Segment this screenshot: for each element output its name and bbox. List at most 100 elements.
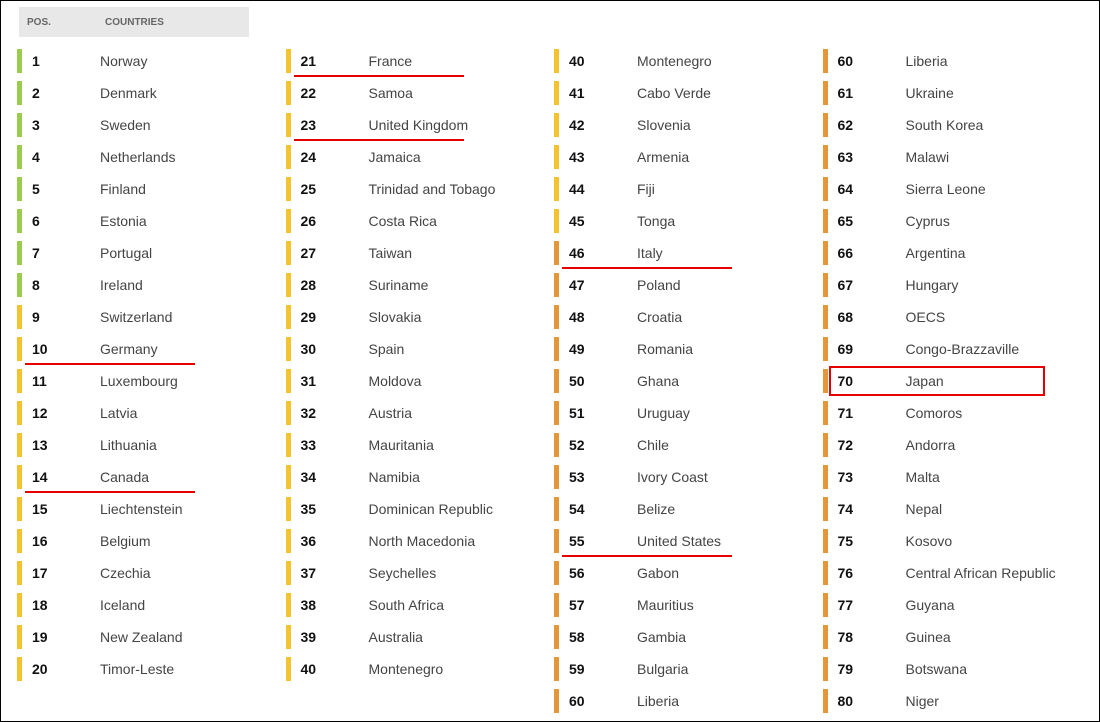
rank-position: 12 — [22, 405, 100, 421]
ranking-row: 1Norway — [17, 45, 278, 77]
ranking-row: 49Romania — [554, 333, 815, 365]
country-name: Argentina — [906, 245, 966, 261]
rank-position: 77 — [828, 597, 906, 613]
ranking-row: 46Italy — [554, 237, 815, 269]
country-name: Denmark — [100, 85, 157, 101]
country-name: Uruguay — [637, 405, 690, 421]
country-name: Slovenia — [637, 117, 691, 133]
country-name: Costa Rica — [369, 213, 437, 229]
country-name: Hungary — [906, 277, 959, 293]
table-header: POS. COUNTRIES — [19, 7, 249, 37]
ranking-row: 8Ireland — [17, 269, 278, 301]
ranking-row: 72Andorra — [823, 429, 1084, 461]
country-name: Gambia — [637, 629, 686, 645]
rank-position: 2 — [22, 85, 100, 101]
country-name: Guinea — [906, 629, 951, 645]
ranking-row: 44Fiji — [554, 173, 815, 205]
country-name: Malawi — [906, 149, 950, 165]
rank-position: 30 — [291, 341, 369, 357]
rank-position: 36 — [291, 533, 369, 549]
rank-position: 64 — [828, 181, 906, 197]
country-name: Ukraine — [906, 85, 954, 101]
rank-position: 43 — [559, 149, 637, 165]
ranking-row: 3Sweden — [17, 109, 278, 141]
ranking-row: 60Liberia — [823, 45, 1084, 77]
country-name: Liechtenstein — [100, 501, 183, 517]
ranking-row: 58Gambia — [554, 621, 815, 653]
ranking-row: 59Bulgaria — [554, 653, 815, 685]
rank-position: 20 — [22, 661, 100, 677]
country-name: Congo-Brazzaville — [906, 341, 1020, 357]
rank-position: 47 — [559, 277, 637, 293]
ranking-row: 64Sierra Leone — [823, 173, 1084, 205]
country-name: Australia — [369, 629, 423, 645]
rank-position: 38 — [291, 597, 369, 613]
ranking-row: 13Lithuania — [17, 429, 278, 461]
ranking-row: 78Guinea — [823, 621, 1084, 653]
ranking-row: 65Cyprus — [823, 205, 1084, 237]
country-name: Czechia — [100, 565, 151, 581]
country-name: Suriname — [369, 277, 429, 293]
rank-position: 73 — [828, 469, 906, 485]
ranking-row: 35Dominican Republic — [286, 493, 547, 525]
rank-position: 6 — [22, 213, 100, 229]
rank-position: 45 — [559, 213, 637, 229]
country-name: Canada — [100, 469, 149, 485]
country-name: Nepal — [906, 501, 943, 517]
country-name: Ghana — [637, 373, 679, 389]
country-name: Kosovo — [906, 533, 953, 549]
rank-position: 68 — [828, 309, 906, 325]
rank-position: 51 — [559, 405, 637, 421]
country-name: Spain — [369, 341, 405, 357]
country-name: Niger — [906, 693, 939, 709]
ranking-column: 21France22Samoa23United Kingdom24Jamaica… — [282, 45, 551, 713]
ranking-row: 31Moldova — [286, 365, 547, 397]
country-name: Taiwan — [369, 245, 413, 261]
rank-position: 3 — [22, 117, 100, 133]
country-name: Ireland — [100, 277, 143, 293]
country-name: Malta — [906, 469, 940, 485]
ranking-columns: 1Norway2Denmark3Sweden4Netherlands5Finla… — [13, 45, 1087, 713]
ranking-row: 60Liberia — [554, 685, 815, 717]
rank-position: 21 — [291, 53, 369, 69]
country-name: United Kingdom — [369, 117, 469, 133]
rank-position: 71 — [828, 405, 906, 421]
country-name: New Zealand — [100, 629, 183, 645]
country-name: Gabon — [637, 565, 679, 581]
ranking-row: 20Timor-Leste — [17, 653, 278, 685]
country-name: Belgium — [100, 533, 151, 549]
ranking-row: 17Czechia — [17, 557, 278, 589]
ranking-row: 66Argentina — [823, 237, 1084, 269]
ranking-row: 19New Zealand — [17, 621, 278, 653]
country-name: Germany — [100, 341, 158, 357]
country-name: Montenegro — [637, 53, 712, 69]
rank-position: 17 — [22, 565, 100, 581]
rank-position: 57 — [559, 597, 637, 613]
country-name: Timor-Leste — [100, 661, 174, 677]
country-name: Liberia — [906, 53, 948, 69]
rank-position: 14 — [22, 469, 100, 485]
rank-position: 23 — [291, 117, 369, 133]
ranking-row: 43Armenia — [554, 141, 815, 173]
ranking-row: 11Luxembourg — [17, 365, 278, 397]
country-name: Chile — [637, 437, 669, 453]
rank-position: 7 — [22, 245, 100, 261]
ranking-row: 10Germany — [17, 333, 278, 365]
rank-position: 40 — [291, 661, 369, 677]
rank-position: 62 — [828, 117, 906, 133]
ranking-row: 42Slovenia — [554, 109, 815, 141]
rank-position: 24 — [291, 149, 369, 165]
ranking-row: 37Seychelles — [286, 557, 547, 589]
country-name: Liberia — [637, 693, 679, 709]
country-name: North Macedonia — [369, 533, 476, 549]
rank-position: 29 — [291, 309, 369, 325]
ranking-row: 40Montenegro — [554, 45, 815, 77]
rank-position: 33 — [291, 437, 369, 453]
rank-position: 61 — [828, 85, 906, 101]
ranking-row: 62South Korea — [823, 109, 1084, 141]
ranking-row: 7Portugal — [17, 237, 278, 269]
country-name: Seychelles — [369, 565, 437, 581]
country-name: Finland — [100, 181, 146, 197]
header-pos-label: POS. — [27, 17, 105, 28]
country-name: Tonga — [637, 213, 675, 229]
